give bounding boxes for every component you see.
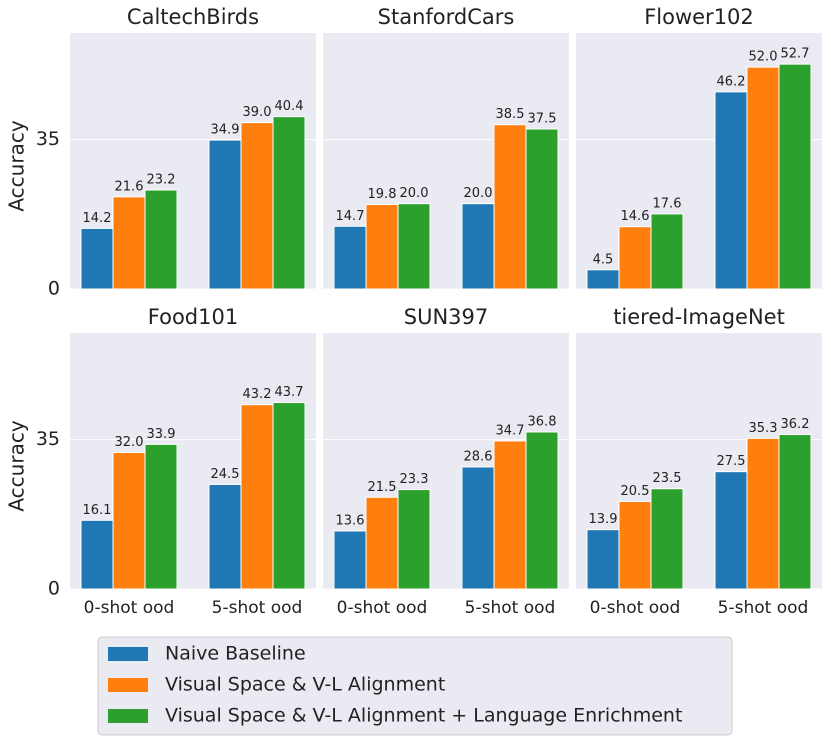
bar-value-label: 43.2 <box>243 387 272 402</box>
y-tick-label: 0 <box>48 578 60 600</box>
bar-value-label: 4.5 <box>593 252 614 267</box>
bar-value-label: 23.5 <box>653 471 682 486</box>
bar-value-label: 27.5 <box>717 454 746 469</box>
legend-swatch <box>108 678 148 692</box>
legend-box <box>97 636 733 736</box>
bar-value-label: 43.7 <box>275 385 304 400</box>
bar <box>208 483 242 590</box>
legend-label: Visual Space & V-L Alignment <box>165 674 445 696</box>
y-tick-label: 0 <box>48 278 60 300</box>
bar-value-label: 34.7 <box>496 423 525 438</box>
bar <box>397 489 431 590</box>
bar-value-label: 20.0 <box>464 186 493 201</box>
subplot-title: StanfordCars <box>378 5 515 29</box>
x-tick-label: 5-shot ood <box>212 598 303 618</box>
y-tick-label: 35 <box>36 428 60 450</box>
bar-value-label: 20.0 <box>400 186 429 201</box>
bar <box>272 116 306 290</box>
bar-value-label: 23.2 <box>147 173 176 188</box>
bar-value-label: 32.0 <box>115 435 144 450</box>
bar <box>586 269 620 290</box>
bar-value-label: 28.6 <box>464 449 493 464</box>
bar-value-label: 14.2 <box>83 211 112 226</box>
bar <box>461 466 495 590</box>
bar-value-label: 13.9 <box>589 512 618 527</box>
bar <box>80 519 114 590</box>
bar <box>461 203 495 290</box>
bar-value-label: 37.5 <box>528 112 557 127</box>
x-tick-label: 0-shot ood <box>337 598 428 618</box>
bar <box>650 213 684 290</box>
bar <box>525 431 559 590</box>
bar-value-label: 24.5 <box>211 467 240 482</box>
bar-value-label: 39.0 <box>243 105 272 120</box>
y-axis-label: Accuracy <box>5 420 29 511</box>
y-tick-label: 35 <box>36 128 60 150</box>
bar <box>525 128 559 290</box>
bar <box>333 225 367 290</box>
bar <box>650 488 684 590</box>
bar <box>714 91 748 290</box>
bar-value-label: 14.7 <box>336 209 365 224</box>
bar-value-label: 21.6 <box>115 179 144 194</box>
bar <box>493 124 527 290</box>
y-axis-label: Accuracy <box>5 120 29 211</box>
x-tick-label: 5-shot ood <box>718 598 809 618</box>
bar <box>144 443 178 590</box>
bar-value-label: 19.8 <box>368 187 397 202</box>
bar <box>240 404 274 590</box>
bar <box>272 402 306 590</box>
bar <box>144 189 178 290</box>
legend-swatch <box>108 709 148 723</box>
bar <box>80 227 114 290</box>
bar-value-label: 36.8 <box>528 414 557 429</box>
bar-value-label: 52.0 <box>749 50 778 65</box>
bar <box>778 63 812 290</box>
subplot-title: CaltechBirds <box>127 5 259 29</box>
x-tick-label: 0-shot ood <box>590 598 681 618</box>
bar-value-label: 13.6 <box>336 513 365 528</box>
bar-value-label: 34.9 <box>211 123 240 138</box>
bar-value-label: 36.2 <box>781 417 810 432</box>
bar-value-label: 16.1 <box>83 503 112 518</box>
legend-label: Naive Baseline <box>165 643 306 665</box>
bar-value-label: 38.5 <box>496 107 525 122</box>
subplot-title: Food101 <box>148 305 238 329</box>
bar <box>746 66 780 290</box>
bar <box>397 203 431 290</box>
x-tick-label: 5-shot ood <box>465 598 556 618</box>
bar-value-label: 40.4 <box>275 99 304 114</box>
bar-value-label: 46.2 <box>717 74 746 89</box>
bar <box>112 196 146 290</box>
bar-value-label: 23.3 <box>400 472 429 487</box>
bar <box>365 204 399 290</box>
bar-value-label: 33.9 <box>147 427 176 442</box>
bar-value-label: 17.6 <box>653 196 682 211</box>
bar <box>112 451 146 590</box>
bar <box>618 501 652 590</box>
subplot-title: tiered-ImageNet <box>613 305 785 329</box>
subplot-title: Flower102 <box>644 5 754 29</box>
bar <box>240 122 274 290</box>
bar <box>493 440 527 590</box>
bar-value-label: 20.5 <box>621 484 650 499</box>
x-tick-label: 0-shot ood <box>84 598 175 618</box>
subplot-title: SUN397 <box>404 305 489 329</box>
bar <box>208 139 242 290</box>
bar <box>618 226 652 290</box>
legend-label: Visual Space & V-L Alignment + Language … <box>165 705 682 727</box>
bar-value-label: 21.5 <box>368 480 397 495</box>
bar <box>586 529 620 590</box>
bar <box>333 530 367 590</box>
bar <box>778 434 812 590</box>
bar-value-label: 52.7 <box>781 47 810 62</box>
bar <box>746 437 780 590</box>
bar-value-label: 35.3 <box>749 421 778 436</box>
bar <box>365 496 399 590</box>
bar <box>714 471 748 590</box>
legend-swatch <box>108 647 148 661</box>
bar-value-label: 14.6 <box>621 209 650 224</box>
